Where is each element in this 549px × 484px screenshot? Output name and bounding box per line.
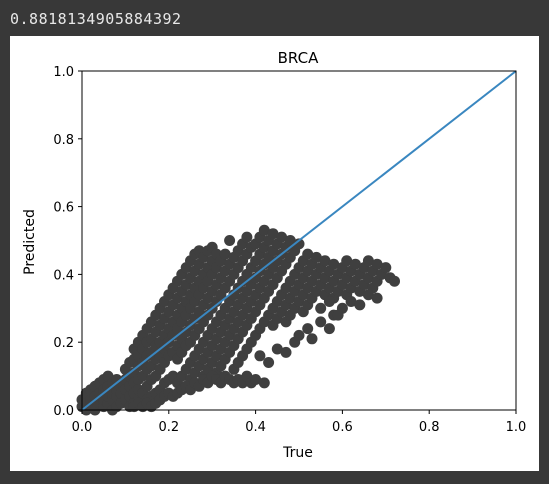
chart-title: BRCA bbox=[278, 49, 319, 67]
scatter-point bbox=[258, 224, 270, 236]
scatter-point bbox=[349, 258, 361, 270]
y-tick-label: 0.2 bbox=[53, 336, 74, 351]
cell-output-text: 0.8818134905884392 bbox=[10, 10, 182, 28]
scatter-point bbox=[284, 235, 296, 246]
y-axis: 0.0 0.2 0.4 0.6 0.8 1.0 bbox=[53, 65, 82, 419]
scatter-point bbox=[371, 292, 383, 304]
x-tick-label: 0.4 bbox=[245, 420, 266, 435]
figure-canvas: BRCA 0.0 0.2 0.4 0.6 0.8 1.0 0.0 0.2 0.4 0.6 0.8 1… bbox=[10, 36, 539, 471]
scatter-point bbox=[271, 343, 283, 355]
x-axis-label: True bbox=[282, 445, 313, 461]
scatter-point bbox=[254, 350, 266, 362]
scatter-point bbox=[332, 309, 344, 321]
scatter-point bbox=[341, 255, 353, 267]
scatter-points bbox=[76, 224, 400, 416]
x-tick-label: 0.2 bbox=[158, 420, 179, 435]
scatter-point bbox=[354, 299, 366, 311]
x-tick-label: 0.0 bbox=[72, 420, 93, 435]
y-tick-label: 1.0 bbox=[53, 65, 74, 80]
scatter-point bbox=[323, 323, 335, 335]
scatter-point bbox=[293, 238, 305, 250]
scatter-point bbox=[267, 228, 279, 240]
scatter-point bbox=[380, 262, 392, 274]
scatter-point bbox=[250, 374, 262, 385]
scatter-point bbox=[328, 258, 340, 270]
reference-line bbox=[81, 70, 517, 411]
scatter-point bbox=[293, 329, 305, 341]
scatter-point bbox=[280, 346, 292, 358]
scatter-point bbox=[258, 377, 270, 389]
scatter-point bbox=[362, 289, 374, 301]
scatter-point bbox=[362, 255, 374, 267]
scatter-point bbox=[263, 357, 275, 368]
y-tick-label: 0.8 bbox=[53, 133, 74, 148]
y-tick-label: 0.0 bbox=[53, 404, 74, 419]
scatter-point bbox=[224, 235, 236, 246]
scatter-point bbox=[319, 255, 331, 267]
scatter-point bbox=[389, 275, 400, 287]
scatter-point bbox=[345, 296, 357, 307]
scatter-point bbox=[371, 258, 383, 270]
scatter-point bbox=[302, 323, 314, 335]
scatter-point bbox=[241, 231, 253, 243]
scatter-chart: BRCA 0.0 0.2 0.4 0.6 0.8 1.0 0.0 0.2 0.4 0.6 0.8 1… bbox=[22, 49, 527, 461]
scatter-point bbox=[315, 316, 327, 328]
y-tick-label: 0.6 bbox=[53, 201, 74, 216]
scatter-point bbox=[310, 251, 322, 263]
scatter-point bbox=[306, 333, 318, 345]
x-axis: 0.0 0.2 0.4 0.6 0.8 1.0 bbox=[72, 410, 527, 435]
scatter-point bbox=[323, 296, 335, 307]
scatter-point bbox=[219, 248, 231, 260]
y-axis-label: Predicted bbox=[22, 209, 38, 275]
x-tick-label: 0.6 bbox=[332, 420, 353, 435]
scatter-point bbox=[302, 248, 314, 260]
y-tick-label: 0.4 bbox=[53, 268, 74, 283]
x-tick-label: 1.0 bbox=[506, 420, 527, 435]
plot-frame bbox=[81, 70, 517, 411]
scatter-point bbox=[315, 302, 327, 314]
scatter-point bbox=[276, 231, 288, 243]
x-tick-label: 0.8 bbox=[419, 420, 440, 435]
